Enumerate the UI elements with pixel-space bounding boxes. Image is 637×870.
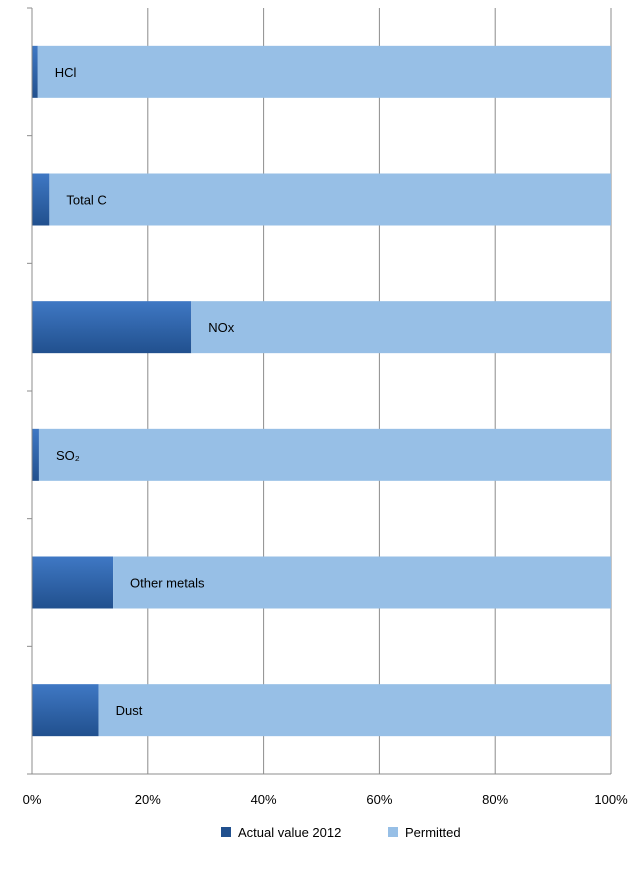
category-label: NOx: [208, 320, 235, 335]
x-tick-label: 0%: [23, 792, 42, 807]
axes: 0% 20% 40% 60% 80% 100%: [23, 7, 628, 807]
legend: Actual value 2012 Permitted: [221, 825, 461, 840]
bar-actual-value-2012: [32, 173, 50, 226]
legend-label-permitted: Permitted: [405, 825, 461, 840]
category-label: Total C: [66, 193, 106, 208]
bar-permitted: [113, 556, 611, 609]
bar-permitted: [191, 301, 611, 354]
bar-actual-value-2012: [32, 428, 39, 481]
bar-permitted: [98, 684, 611, 737]
category-label: HCl: [55, 65, 77, 80]
legend-swatch-permitted: [388, 827, 398, 837]
category-label: Other metals: [130, 576, 205, 591]
x-tick-label: 40%: [251, 792, 277, 807]
bar-permitted: [37, 45, 612, 98]
x-tick-label: 80%: [482, 792, 508, 807]
bar-actual-value-2012: [32, 556, 114, 609]
legend-swatch-actual-value-2012: [221, 827, 231, 837]
legend-label-actual-value-2012: Actual value 2012: [238, 825, 341, 840]
x-tick-label: 60%: [366, 792, 392, 807]
bar-actual-value-2012: [32, 45, 38, 98]
bar-actual-value-2012: [32, 301, 192, 354]
gridlines: [147, 8, 612, 774]
bars: HCl Total C NOx SO₂ Other metals Dust: [32, 45, 612, 737]
x-tick-label: 100%: [594, 792, 628, 807]
bar-actual-value-2012: [32, 684, 99, 737]
bar-permitted: [49, 173, 612, 226]
category-label: SO₂: [56, 448, 80, 463]
bar-permitted: [38, 428, 612, 481]
x-tick-label: 20%: [135, 792, 161, 807]
category-label: Dust: [116, 703, 143, 718]
